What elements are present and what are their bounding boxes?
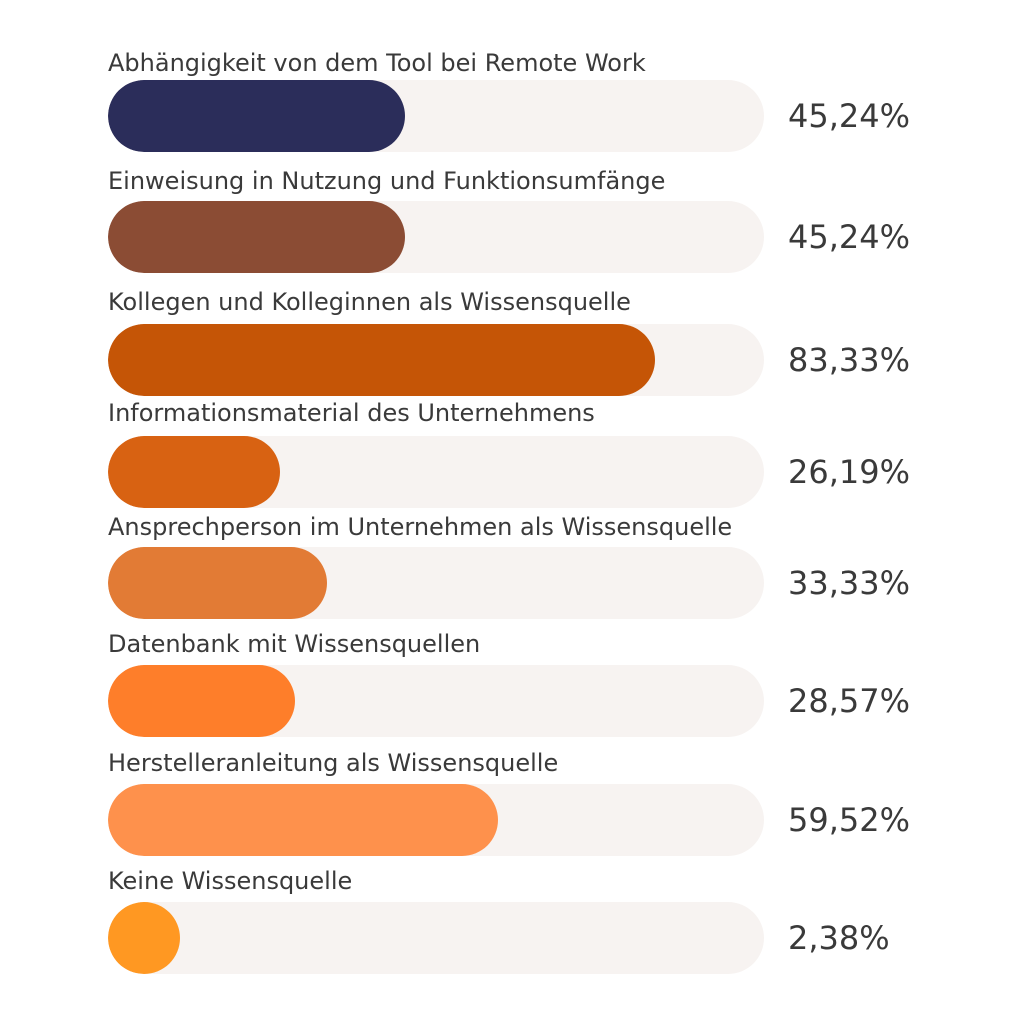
value-label: 2,38% — [788, 919, 890, 957]
category-label: Datenbank mit Wissensquellen — [108, 630, 481, 658]
category-label: Einweisung in Nutzung und Funktionsumfän… — [108, 167, 666, 195]
category-label: Kollegen und Kolleginnen als Wissensquel… — [108, 288, 631, 316]
category-label: Keine Wissensquelle — [108, 867, 353, 895]
bar-track — [108, 665, 764, 737]
bar — [108, 902, 180, 974]
bar-track — [108, 201, 764, 273]
bar-track — [108, 902, 764, 974]
bar — [108, 665, 296, 737]
value-label: 83,33% — [788, 341, 911, 379]
bar — [108, 436, 280, 508]
bar-track — [108, 547, 764, 619]
value-label: 45,24% — [788, 97, 911, 135]
category-label: Abhängigkeit von dem Tool bei Remote Wor… — [108, 49, 646, 77]
bar — [108, 784, 499, 856]
category-label: Informationsmaterial des Unternehmens — [108, 399, 595, 427]
bar — [108, 324, 655, 396]
category-label: Herstelleranleitung als Wissensquelle — [108, 749, 559, 777]
bar — [108, 201, 405, 273]
value-label: 59,52% — [788, 801, 911, 839]
bar-track — [108, 80, 764, 152]
value-label: 33,33% — [788, 564, 911, 602]
category-label: Ansprechperson im Unternehmen als Wissen… — [108, 513, 733, 541]
value-label: 26,19% — [788, 453, 911, 491]
bar-track — [108, 324, 764, 396]
bar — [108, 80, 405, 152]
value-label: 28,57% — [788, 682, 911, 720]
bar-track — [108, 436, 764, 508]
bar-track — [108, 784, 764, 856]
value-label: 45,24% — [788, 218, 911, 256]
bar — [108, 547, 327, 619]
